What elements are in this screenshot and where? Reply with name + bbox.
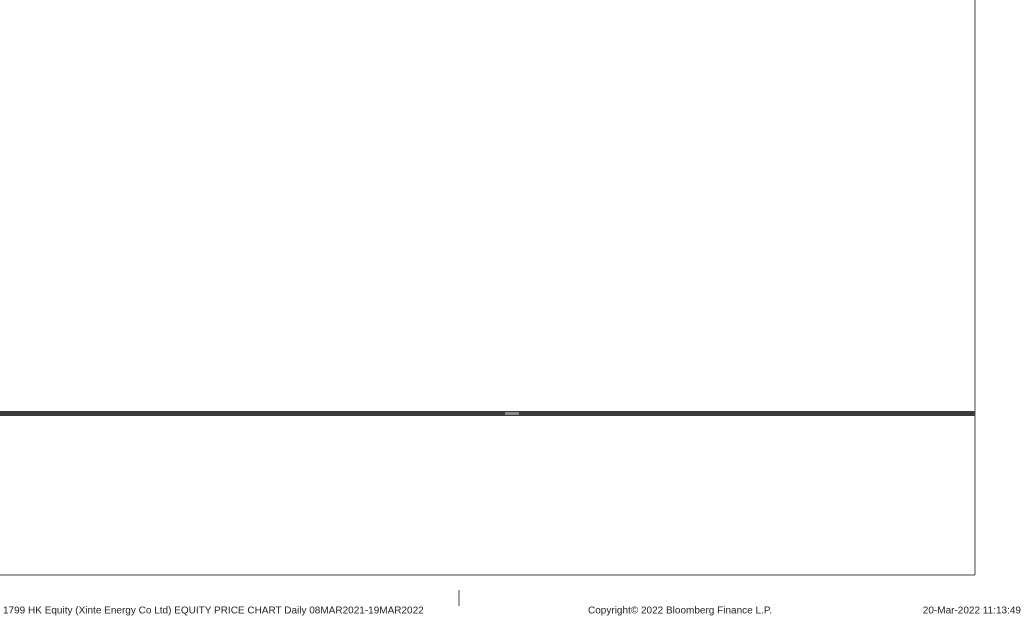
- footer-center: Copyright© 2022 Bloomberg Finance L.P.: [588, 606, 772, 617]
- panel-separator: [0, 411, 975, 416]
- footer-left: 1799 HK Equity (Xinte Energy Co Ltd) EQU…: [3, 606, 424, 617]
- footer-right: 20-Mar-2022 11:13:49: [923, 606, 1022, 617]
- separator-grip: [505, 412, 519, 415]
